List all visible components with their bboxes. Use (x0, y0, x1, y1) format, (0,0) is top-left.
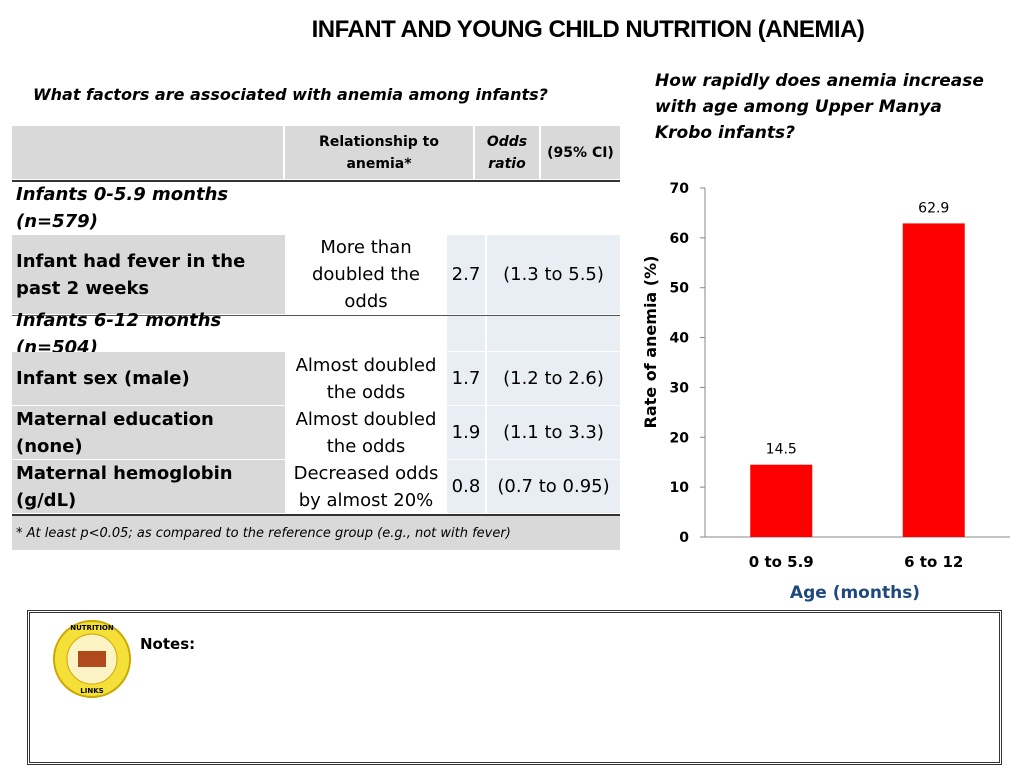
chart-question: How rapidly does anemia increase with ag… (655, 71, 984, 143)
footer-rule (12, 514, 620, 516)
header-cell: Relationship to anemia* (285, 126, 475, 180)
y-tick-label: 50 (670, 281, 690, 297)
y-axis-label: Rate of anemia (%) (641, 256, 660, 429)
row-label: Maternal education (none) (12, 406, 285, 460)
y-tick-label: 0 (679, 530, 689, 546)
bar (750, 464, 813, 537)
row-label: Maternal hemoglobin (g/dL) (12, 460, 285, 514)
odds-ratio: 1.9 (447, 406, 487, 460)
relationship: More than doubled the odds (285, 235, 447, 315)
notes-label: Notes: (140, 635, 196, 653)
row-label: Infant had fever in the past 2 weeks (12, 235, 285, 315)
header-cell: (95% CI) (541, 126, 620, 180)
section-rule (12, 315, 620, 316)
y-tick-label: 60 (670, 231, 690, 247)
ci: (0.7 to 0.95) (487, 460, 620, 514)
table: Relationship to anemia* Odds ratio (95% … (12, 126, 620, 551)
relationship: Decreased odds by almost 20% (285, 460, 447, 514)
page-title: INFANT AND YOUNG CHILD NUTRITION (ANEMIA… (311, 16, 865, 43)
blank-cell (447, 316, 487, 352)
odds-ratio: 0.8 (447, 460, 487, 514)
chart: 0 10 20 30 40 50 60 70 14.5 0 to 5.9 62.9 6 to 12 Ra… (641, 181, 1010, 603)
notes-box: NUTRITION LINKS Notes: (27, 610, 1002, 765)
section-label: Infants 0-5.9 months (n=579) (12, 182, 285, 235)
odds-ratio: 2.7 (447, 235, 487, 315)
odds-ratio: 1.7 (447, 352, 487, 406)
logo-text: NUTRITION (70, 624, 114, 632)
y-tick-label: 10 (670, 480, 690, 496)
logo: NUTRITION LINKS (53, 620, 131, 698)
ci: (1.1 to 3.3) (487, 406, 620, 460)
footnote: * At least p<0.05; as compared to the re… (12, 516, 620, 551)
x-axis-label: Age (months) (790, 583, 920, 603)
logo-text: LINKS (80, 687, 103, 695)
y-tick-label: 70 (670, 181, 690, 197)
logo-figures (78, 651, 106, 667)
data-label: 14.5 (766, 442, 797, 458)
relationship: Almost doubled the odds (285, 352, 447, 406)
header-cell (12, 126, 285, 180)
bar (902, 223, 965, 538)
y-tick-label: 30 (670, 380, 690, 396)
header-rule (12, 180, 620, 182)
relationship: Almost doubled the odds (285, 406, 447, 460)
y-tick-label: 20 (670, 430, 690, 446)
section-label: Infants 6-12 months (n=504) (12, 310, 285, 358)
data-label: 62.9 (918, 200, 949, 216)
blank-cell (487, 316, 620, 352)
ci: (1.3 to 5.5) (487, 235, 620, 315)
table-question: What factors are associated with anemia … (33, 85, 548, 104)
y-tick-label: 40 (670, 331, 690, 347)
x-tick-label: 0 to 5.9 (749, 553, 814, 571)
x-tick-label: 6 to 12 (904, 553, 963, 571)
ci: (1.2 to 2.6) (487, 352, 620, 406)
row-label: Infant sex (male) (12, 352, 285, 406)
header-cell: Odds ratio (475, 126, 541, 180)
